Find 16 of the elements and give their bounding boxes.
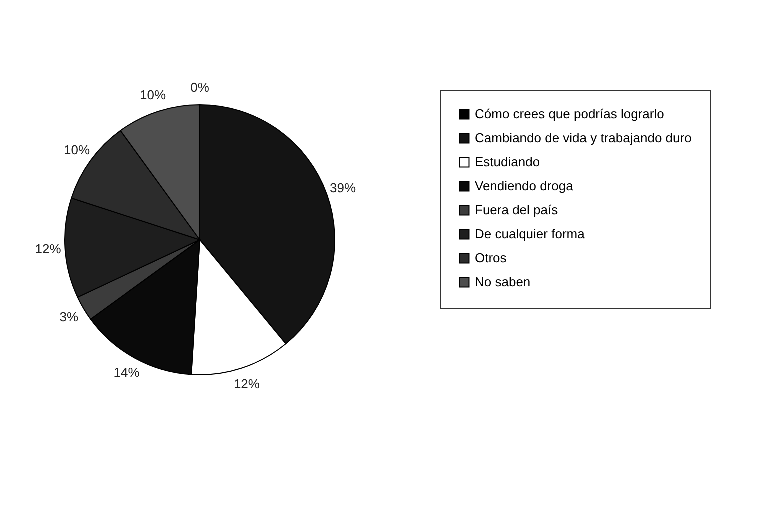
data-label: 39% — [330, 180, 356, 196]
legend-label: Fuera del país — [475, 202, 559, 218]
legend-label: De cualquier forma — [475, 226, 586, 242]
legend-label: Vendiendo droga — [475, 178, 574, 194]
data-label: 12% — [35, 242, 62, 257]
legend-label: Cómo crees que podrías lograrlo — [475, 106, 664, 122]
legend-label: Estudiando — [475, 154, 540, 170]
data-label: 14% — [114, 365, 140, 380]
legend-label: Cambiando de vida y trabajando duro — [475, 130, 692, 146]
data-label: 3% — [60, 309, 79, 324]
text: 0% — [190, 80, 210, 95]
data-label: 12% — [234, 376, 260, 392]
data-label: 10% — [64, 142, 90, 158]
legend-label: No saben — [475, 274, 531, 290]
data-label: 10% — [140, 87, 166, 102]
legend-label: Otros — [475, 250, 508, 266]
